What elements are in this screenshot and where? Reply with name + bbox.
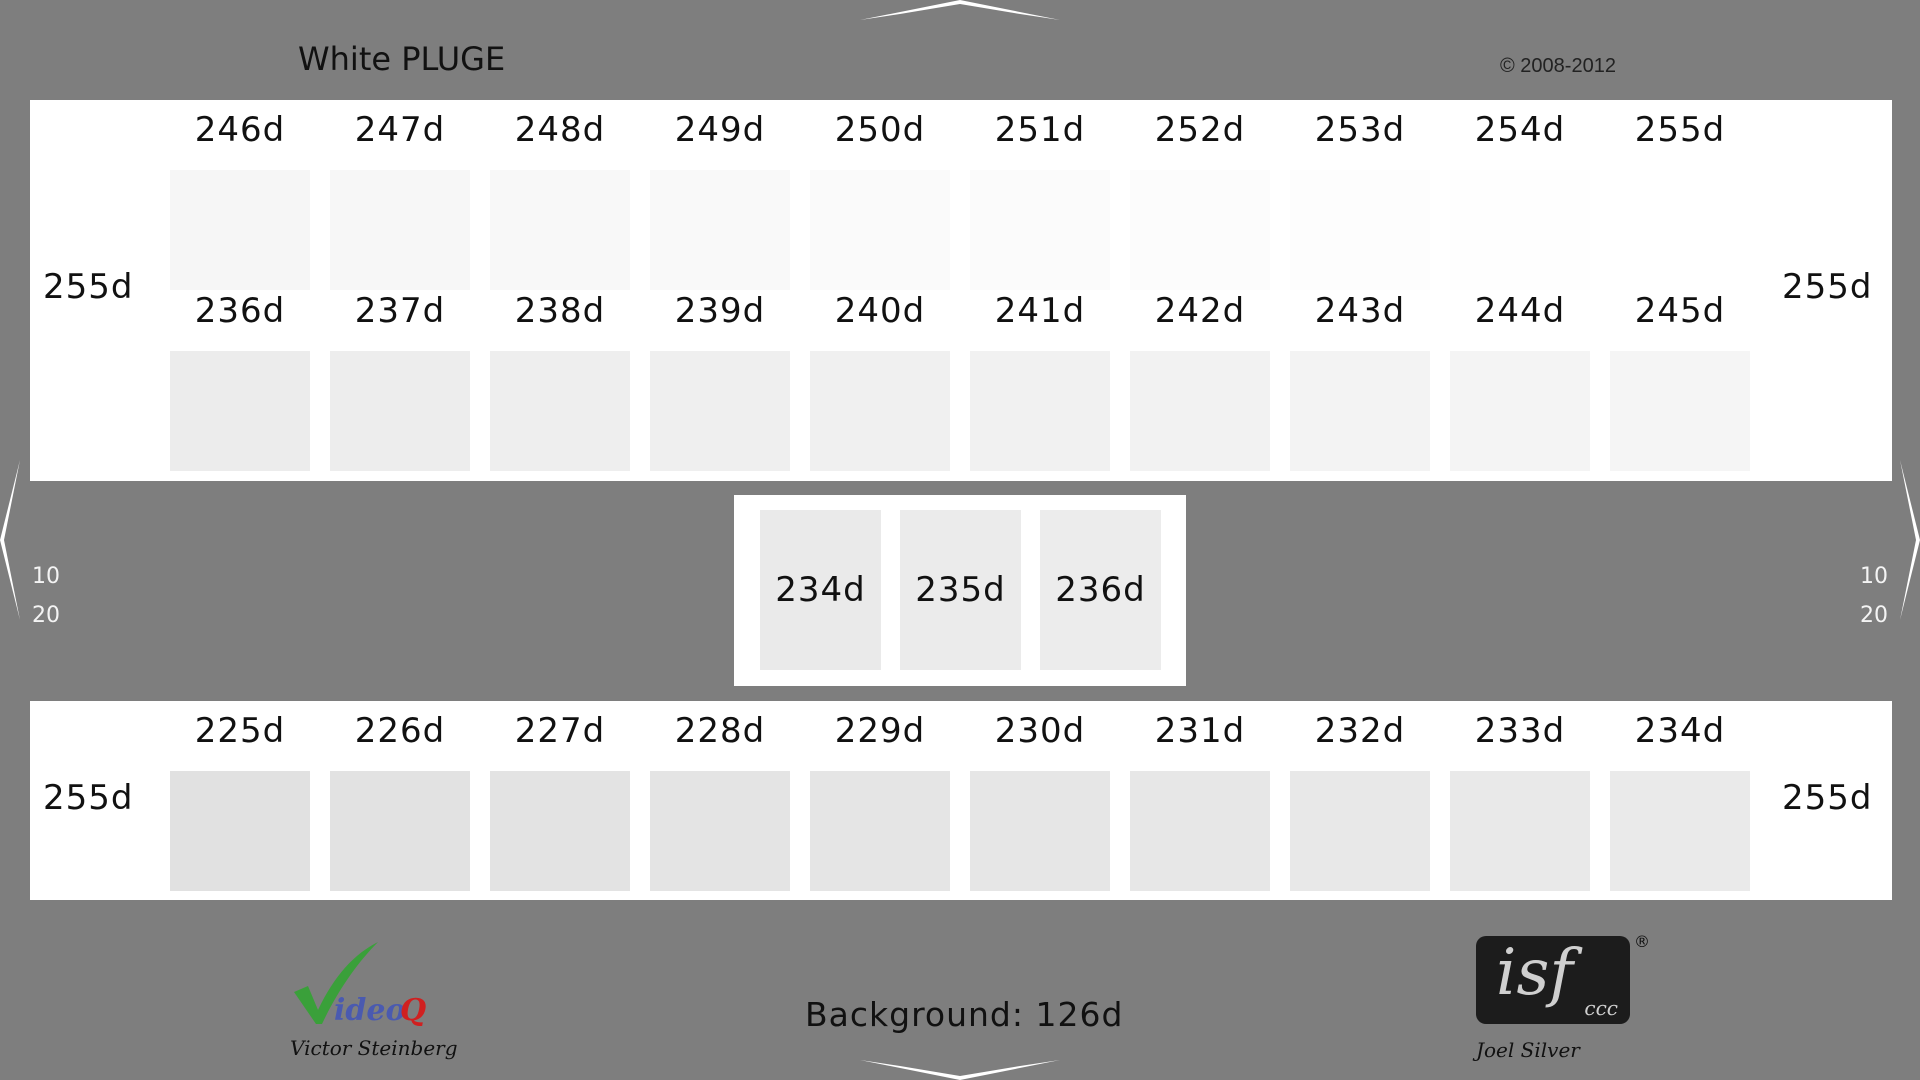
middle-patch: 236d	[1040, 510, 1161, 670]
patch-swatch	[490, 771, 630, 891]
patch-swatch	[330, 771, 470, 891]
patch-label: 232d	[1314, 711, 1406, 751]
right-marker-upper: 10	[1860, 564, 1888, 589]
patch-swatch	[1130, 771, 1270, 891]
patch-swatch	[1290, 351, 1430, 471]
patch-label: 239d	[674, 291, 766, 331]
patch-swatch	[1130, 351, 1270, 471]
patch-label: 246d	[194, 110, 286, 150]
patch-label: 250d	[834, 110, 926, 150]
patch-swatch	[490, 170, 630, 290]
patch-swatch	[970, 771, 1110, 891]
patch-swatch	[810, 170, 950, 290]
patch-label: 237d	[354, 291, 446, 331]
patch-label: 233d	[1474, 711, 1566, 751]
right-marker-lower: 20	[1860, 603, 1888, 628]
isf-logo-sub: ccc	[1584, 996, 1618, 1020]
patch-label: 249d	[674, 110, 766, 150]
patch-swatch	[330, 170, 470, 290]
patch-swatch	[1450, 170, 1590, 290]
patch-label: 245d	[1634, 291, 1726, 331]
patch-label: 248d	[514, 110, 606, 150]
patch-label: 247d	[354, 110, 446, 150]
patch-swatch	[1450, 771, 1590, 891]
left-marker-upper: 10	[32, 564, 60, 589]
patch-swatch	[650, 170, 790, 290]
left-signature: Victor Steinberg	[290, 1036, 458, 1060]
isf-logo-icon: isf ccc	[1476, 936, 1630, 1024]
svg-text:ideo: ideo	[334, 993, 405, 1028]
right-signature: Joel Silver	[1476, 1038, 1580, 1062]
patch-label: 242d	[1154, 291, 1246, 331]
svg-text:Q: Q	[400, 993, 426, 1028]
left-arrow-icon	[0, 460, 20, 620]
top-left-reference-label: 255d	[43, 267, 134, 307]
isf-logo-text: isf	[1496, 936, 1573, 1010]
patch-label: 231d	[1154, 711, 1246, 751]
patch-label: 230d	[994, 711, 1086, 751]
patch-label: 229d	[834, 711, 926, 751]
bottom-arrow-icon	[860, 1060, 1060, 1080]
patch-swatch	[1610, 351, 1750, 471]
background-level-label: Background: 126d	[805, 995, 1124, 1034]
patch-label: 225d	[194, 711, 286, 751]
patch-label: 236d	[194, 291, 286, 331]
middle-patch: 234d	[760, 510, 881, 670]
patch-label: 241d	[994, 291, 1086, 331]
patch-label: 226d	[354, 711, 446, 751]
top-right-reference-label: 255d	[1782, 267, 1873, 307]
patch-swatch	[490, 351, 630, 471]
patch-label: 251d	[994, 110, 1086, 150]
patch-swatch	[810, 351, 950, 471]
copyright-text: © 2008-2012	[1500, 55, 1616, 77]
videoq-logo-icon: ideo Q	[294, 942, 426, 1028]
patch-swatch	[810, 771, 950, 891]
patch-swatch	[650, 771, 790, 891]
bottom-left-reference-label: 255d	[43, 778, 134, 818]
patch-swatch	[170, 771, 310, 891]
patch-swatch	[1130, 170, 1270, 290]
patch-label: 234d	[1634, 711, 1726, 751]
patch-label: 254d	[1474, 110, 1566, 150]
patch-label: 244d	[1474, 291, 1566, 331]
patch-swatch	[170, 170, 310, 290]
patch-label: 240d	[834, 291, 926, 331]
patch-label: 252d	[1154, 110, 1246, 150]
patch-label: 243d	[1314, 291, 1406, 331]
top-arrow-icon	[860, 0, 1060, 20]
patch-swatch	[650, 351, 790, 471]
patch-swatch	[970, 170, 1110, 290]
bottom-right-reference-label: 255d	[1782, 778, 1873, 818]
patch-swatch	[330, 351, 470, 471]
patch-label: 238d	[514, 291, 606, 331]
patch-swatch	[1610, 771, 1750, 891]
registered-mark: ®	[1634, 932, 1650, 951]
patch-label: 253d	[1314, 110, 1406, 150]
patch-label: 228d	[674, 711, 766, 751]
patch-swatch	[1290, 771, 1430, 891]
patch-swatch	[1610, 170, 1750, 290]
patch-label: 255d	[1634, 110, 1726, 150]
patch-label: 227d	[514, 711, 606, 751]
patch-swatch	[170, 351, 310, 471]
patch-swatch	[970, 351, 1110, 471]
patch-swatch	[1450, 351, 1590, 471]
left-marker-lower: 20	[32, 603, 60, 628]
middle-patch: 235d	[900, 510, 1021, 670]
right-arrow-icon	[1900, 460, 1920, 620]
page-title: White PLUGE	[298, 40, 506, 78]
patch-swatch	[1290, 170, 1430, 290]
